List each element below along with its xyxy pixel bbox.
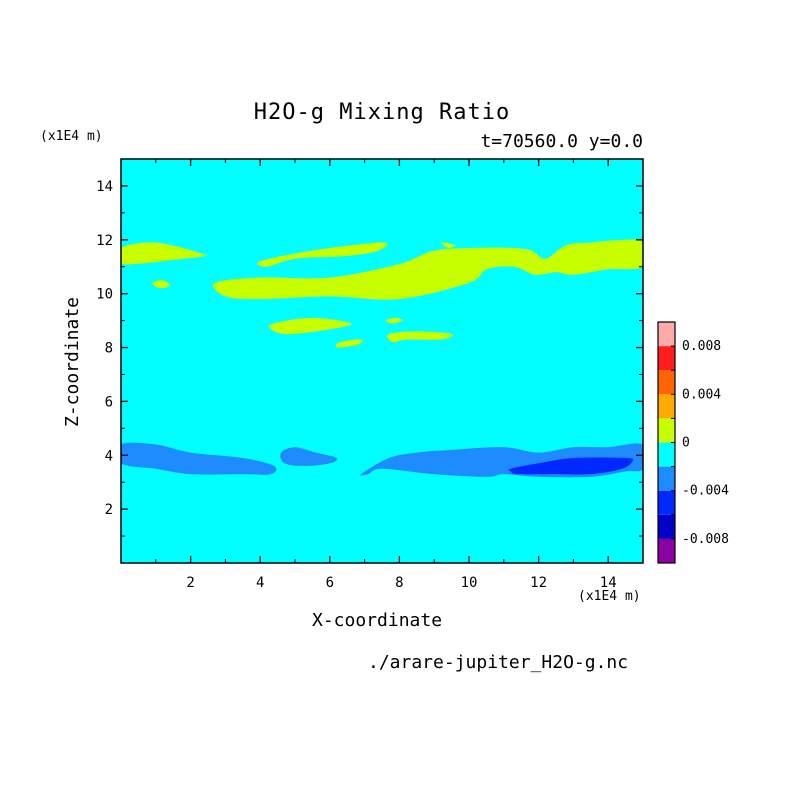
colorbar-swatch [658, 346, 675, 371]
colorbar-swatch [658, 418, 675, 443]
contour-region [441, 242, 456, 248]
contour-background [121, 159, 643, 563]
x-tick-label: 6 [326, 575, 334, 591]
file-name: ./arare-jupiter_H2O-g.nc [368, 652, 629, 673]
contour-region [335, 339, 363, 348]
y-tick-label: 12 [96, 233, 113, 249]
x-axis-unit: (x1E4 m) [578, 589, 641, 604]
y-tick-label: 6 [105, 394, 113, 410]
x-tick-label: 10 [461, 575, 478, 591]
contour-region [213, 239, 643, 300]
contour-region [508, 457, 634, 475]
y-axis-unit: (x1E4 m) [40, 129, 103, 144]
axis-ticks: 2 4 6 8 10 12 14 2 4 6 8 10 12 14 [96, 159, 643, 591]
y-tick-label: 14 [96, 179, 113, 195]
colorbar-swatch [658, 322, 675, 347]
x-tick-label: 12 [530, 575, 547, 591]
plot-frame [120, 158, 644, 564]
contour-fields [121, 159, 643, 563]
contour-region [257, 242, 388, 267]
x-axis-label: X-coordinate [312, 610, 443, 631]
x-tick-label: 8 [395, 575, 403, 591]
colorbar-tick-label: -0.008 [682, 532, 729, 547]
colorbar-swatch [658, 490, 675, 515]
colorbar-swatch [658, 538, 675, 563]
colorbar-tick-label: 0.008 [682, 339, 721, 354]
y-tick-label: 10 [96, 287, 113, 303]
contour-region [121, 242, 207, 265]
contour-region [385, 317, 403, 324]
contour-region [268, 317, 352, 335]
colorbar-swatch [658, 370, 675, 395]
chart-title: H2O-g Mixing Ratio [253, 100, 511, 125]
y-tick-label: 8 [105, 341, 113, 357]
chart-subtitle: t=70560.0 y=0.0 [480, 131, 643, 152]
y-tick-label: 4 [105, 448, 113, 464]
colorbar-swatch [658, 514, 675, 539]
y-tick-label: 2 [105, 502, 113, 518]
contour-region [121, 442, 277, 475]
contour-region [152, 280, 170, 289]
x-tick-label: 2 [186, 575, 194, 591]
contour-region [387, 331, 453, 343]
colorbar-swatch [658, 442, 675, 467]
colorbar-swatch [658, 466, 675, 491]
colorbar: 0.008 0.004 0 -0.004 -0.008 [657, 321, 729, 564]
contour-regions [121, 239, 643, 478]
colorbar-tick-label: -0.004 [682, 484, 729, 499]
colorbar-swatch [658, 394, 675, 419]
x-tick-label: 4 [256, 575, 264, 591]
y-axis-label: Z-coordinate [62, 296, 83, 428]
contour-region [280, 447, 338, 466]
colorbar-tick-label: 0 [682, 436, 690, 451]
x-tick-label: 14 [600, 575, 617, 591]
colorbar-tick-label: 0.004 [682, 387, 721, 402]
